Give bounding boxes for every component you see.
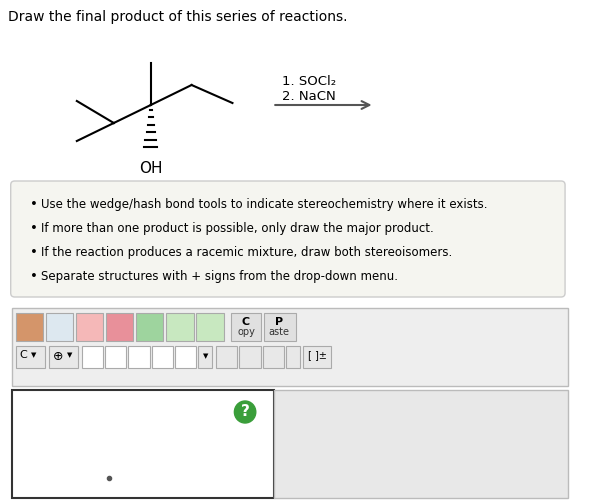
Bar bbox=[263, 346, 284, 368]
Text: OH: OH bbox=[139, 161, 162, 176]
Bar bbox=[152, 346, 173, 368]
FancyBboxPatch shape bbox=[11, 181, 565, 297]
Text: aste: aste bbox=[269, 327, 290, 337]
Text: •: • bbox=[30, 246, 38, 259]
Bar bbox=[82, 346, 103, 368]
Bar bbox=[106, 313, 133, 341]
Bar bbox=[16, 346, 45, 368]
Text: [ ]±: [ ]± bbox=[307, 350, 327, 360]
Circle shape bbox=[235, 401, 256, 423]
Bar bbox=[274, 390, 568, 498]
Bar bbox=[136, 313, 164, 341]
Text: ⊕: ⊕ bbox=[53, 350, 64, 363]
Bar bbox=[198, 346, 212, 368]
Bar bbox=[16, 313, 43, 341]
Bar bbox=[175, 346, 196, 368]
Text: C: C bbox=[20, 350, 27, 360]
Bar bbox=[105, 346, 127, 368]
Bar bbox=[12, 308, 568, 386]
Text: ▼: ▼ bbox=[202, 353, 208, 359]
Text: C: C bbox=[242, 317, 250, 327]
Text: opy: opy bbox=[237, 327, 255, 337]
Bar bbox=[303, 346, 331, 368]
Text: If more than one product is possible, only draw the major product.: If more than one product is possible, on… bbox=[41, 222, 433, 235]
Text: •: • bbox=[30, 198, 38, 211]
Bar bbox=[196, 313, 224, 341]
Text: 2. NaCN: 2. NaCN bbox=[282, 90, 336, 103]
Bar bbox=[128, 346, 150, 368]
Bar bbox=[263, 313, 296, 341]
Bar bbox=[76, 313, 103, 341]
Bar bbox=[216, 346, 237, 368]
Text: Use the wedge/hash bond tools to indicate stereochemistry where it exists.: Use the wedge/hash bond tools to indicat… bbox=[41, 198, 487, 211]
Text: Separate structures with + signs from the drop-down menu.: Separate structures with + signs from th… bbox=[41, 270, 398, 283]
Text: Draw the final product of this series of reactions.: Draw the final product of this series of… bbox=[8, 10, 347, 24]
Text: ▼: ▼ bbox=[32, 352, 37, 358]
Text: P: P bbox=[275, 317, 283, 327]
Bar bbox=[46, 313, 73, 341]
Bar bbox=[48, 346, 78, 368]
Text: •: • bbox=[30, 270, 38, 283]
Bar bbox=[286, 346, 300, 368]
Bar bbox=[12, 390, 274, 498]
Text: •: • bbox=[30, 222, 38, 235]
Text: 1. SOCl₂: 1. SOCl₂ bbox=[282, 75, 336, 88]
Text: ▼: ▼ bbox=[67, 352, 73, 358]
Bar bbox=[239, 346, 261, 368]
Text: If the reaction produces a racemic mixture, draw both stereoisomers.: If the reaction produces a racemic mixtu… bbox=[41, 246, 452, 259]
Bar bbox=[167, 313, 193, 341]
Text: ?: ? bbox=[241, 404, 250, 419]
Bar bbox=[232, 313, 261, 341]
